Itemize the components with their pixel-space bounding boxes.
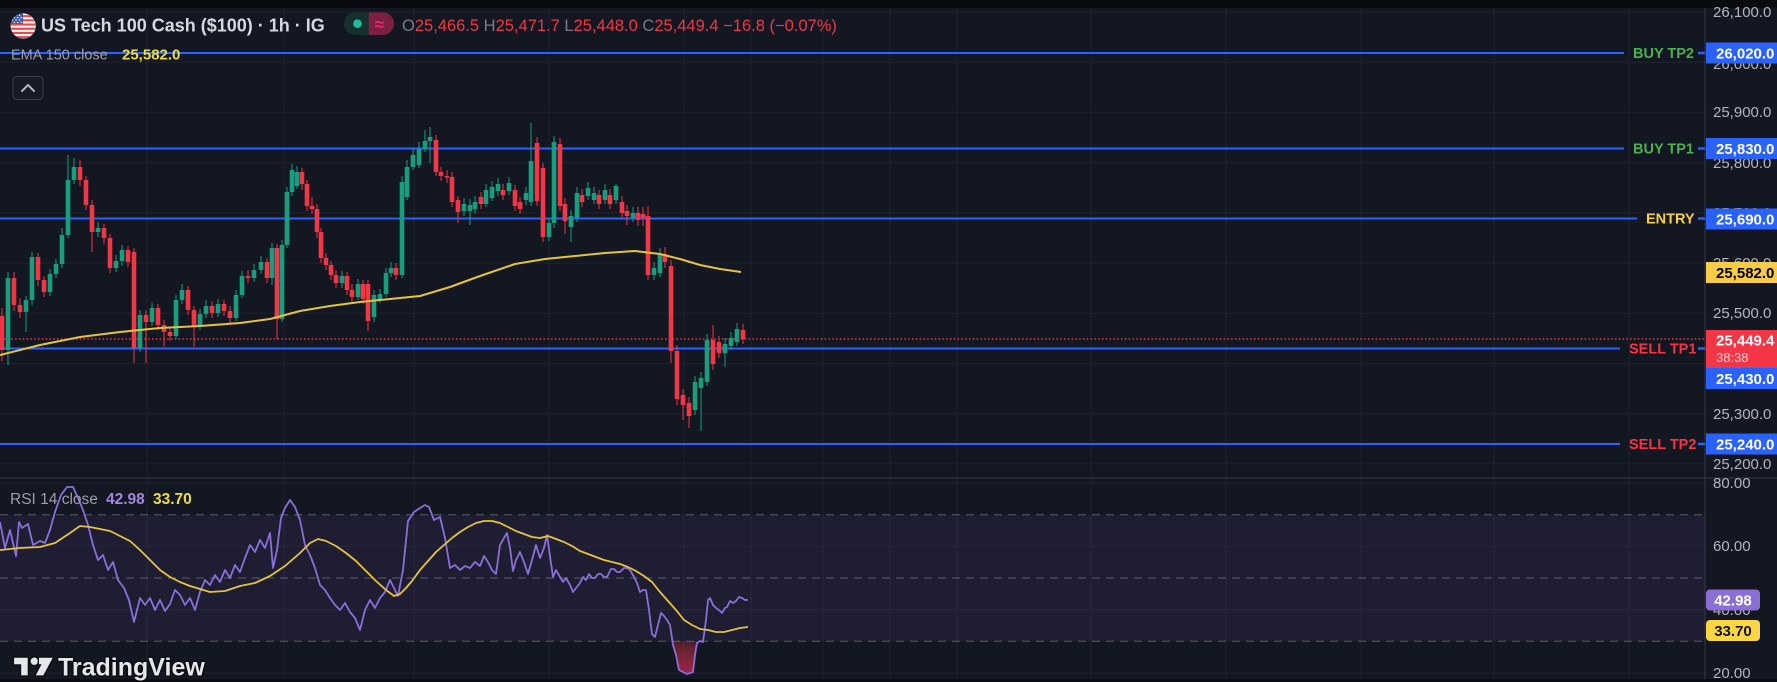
svg-text:SELL TP1: SELL TP1: [1629, 342, 1696, 358]
svg-text:26,020.0: 26,020.0: [1716, 46, 1774, 63]
svg-text:80.00: 80.00: [1713, 475, 1751, 492]
svg-text:ENTRY: ENTRY: [1646, 212, 1695, 228]
svg-text:26,100.0: 26,100.0: [1713, 4, 1771, 21]
svg-text:25,582.0: 25,582.0: [122, 47, 180, 64]
svg-text:25,430.0: 25,430.0: [1716, 371, 1774, 388]
svg-text:US Tech 100 Cash ($100) · 1h ·: US Tech 100 Cash ($100) · 1h · IG: [41, 16, 325, 36]
svg-text:O25,466.5 H25,471.7 L25,448.0: O25,466.5 H25,471.7 L25,448.0 C25,449.4 …: [402, 17, 837, 35]
svg-text:RSI 14 close: RSI 14 close: [10, 491, 98, 508]
svg-text:25,582.0: 25,582.0: [1716, 265, 1774, 282]
svg-text:BUY TP1: BUY TP1: [1633, 142, 1694, 158]
svg-text:25,500.0: 25,500.0: [1713, 305, 1771, 322]
svg-text:25,240.0: 25,240.0: [1716, 437, 1774, 454]
svg-text:33.70: 33.70: [1714, 623, 1752, 640]
svg-text:25,690.0: 25,690.0: [1716, 212, 1774, 229]
svg-text:≈: ≈: [375, 15, 384, 34]
svg-text:25,200.0: 25,200.0: [1713, 456, 1771, 473]
svg-text:60.00: 60.00: [1713, 538, 1751, 555]
svg-text:42.98: 42.98: [1714, 593, 1752, 610]
svg-text:TradingView: TradingView: [58, 654, 205, 682]
svg-text:BUY TP2: BUY TP2: [1633, 46, 1694, 62]
svg-text:20.00: 20.00: [1713, 665, 1751, 682]
svg-text:25,900.0: 25,900.0: [1713, 104, 1771, 121]
svg-text:42.98: 42.98: [106, 491, 145, 508]
svg-text:38:38: 38:38: [1716, 350, 1749, 365]
svg-text:25,300.0: 25,300.0: [1713, 406, 1771, 423]
svg-text:33.70: 33.70: [153, 491, 192, 508]
svg-text:EMA 150 close: EMA 150 close: [11, 48, 108, 64]
svg-text:25,449.4: 25,449.4: [1716, 333, 1775, 350]
svg-text:25,830.0: 25,830.0: [1716, 141, 1774, 158]
svg-text:25,800.0: 25,800.0: [1713, 155, 1771, 172]
svg-text:SELL TP2: SELL TP2: [1629, 437, 1696, 453]
